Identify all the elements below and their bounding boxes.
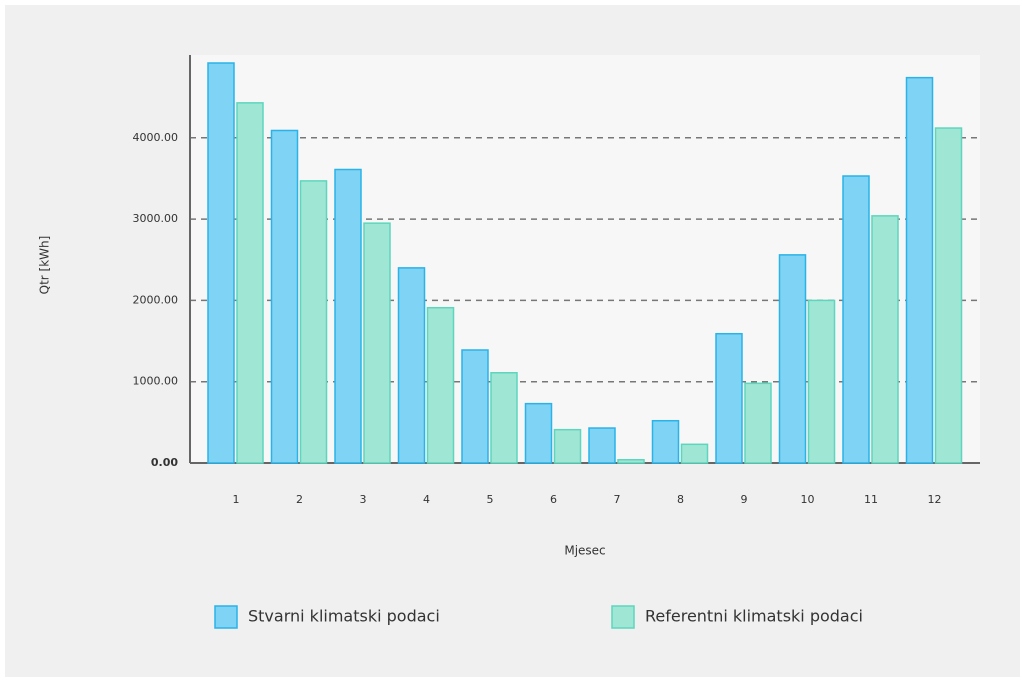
bar (299, 180, 328, 464)
x-tick-label: 5 (487, 493, 494, 506)
bar (842, 175, 870, 464)
bar (651, 419, 680, 464)
bar (744, 382, 772, 464)
y-tick-label: 3000.00 (133, 212, 179, 225)
x-tick-label: 8 (677, 493, 684, 506)
bar (426, 306, 455, 464)
x-tick-label: 12 (928, 493, 942, 506)
y-tick-label: 1000.00 (133, 375, 179, 388)
x-tick-label: 11 (864, 493, 878, 506)
bar (363, 222, 391, 464)
x-tick-label: 1 (233, 493, 240, 506)
x-tick-label: 4 (423, 493, 430, 506)
bar (617, 458, 645, 464)
x-tick-label: 6 (550, 493, 557, 506)
x-axis-title: Mjesec (564, 544, 605, 558)
legend-label: Referentni klimatski podaci (645, 607, 863, 626)
bar (334, 168, 362, 464)
legend-label: Stvarni klimatski podaci (248, 607, 440, 626)
bar (461, 349, 489, 464)
bar (236, 102, 264, 464)
bar (207, 62, 235, 464)
legend-swatch (214, 605, 238, 629)
bar (905, 76, 934, 464)
bar (778, 254, 807, 464)
legend-swatch (611, 605, 635, 629)
bar (490, 372, 518, 464)
y-axis-title: Qtr [kWh] (38, 236, 52, 295)
y-tick-label: 0.00 (151, 456, 178, 469)
bar (680, 443, 709, 464)
bar (715, 332, 743, 464)
x-tick-label: 3 (360, 493, 367, 506)
bar (871, 215, 899, 464)
bar (397, 267, 426, 464)
bar (807, 299, 836, 464)
bar (524, 402, 553, 464)
bar (553, 428, 582, 464)
x-tick-label: 9 (741, 493, 748, 506)
y-tick-label: 4000.00 (133, 131, 179, 144)
bar (270, 129, 299, 464)
bar (588, 427, 616, 464)
x-tick-label: 2 (296, 493, 303, 506)
x-tick-label: 7 (614, 493, 621, 506)
bar (934, 127, 963, 464)
x-tick-label: 10 (801, 493, 815, 506)
y-tick-label: 2000.00 (133, 293, 179, 306)
